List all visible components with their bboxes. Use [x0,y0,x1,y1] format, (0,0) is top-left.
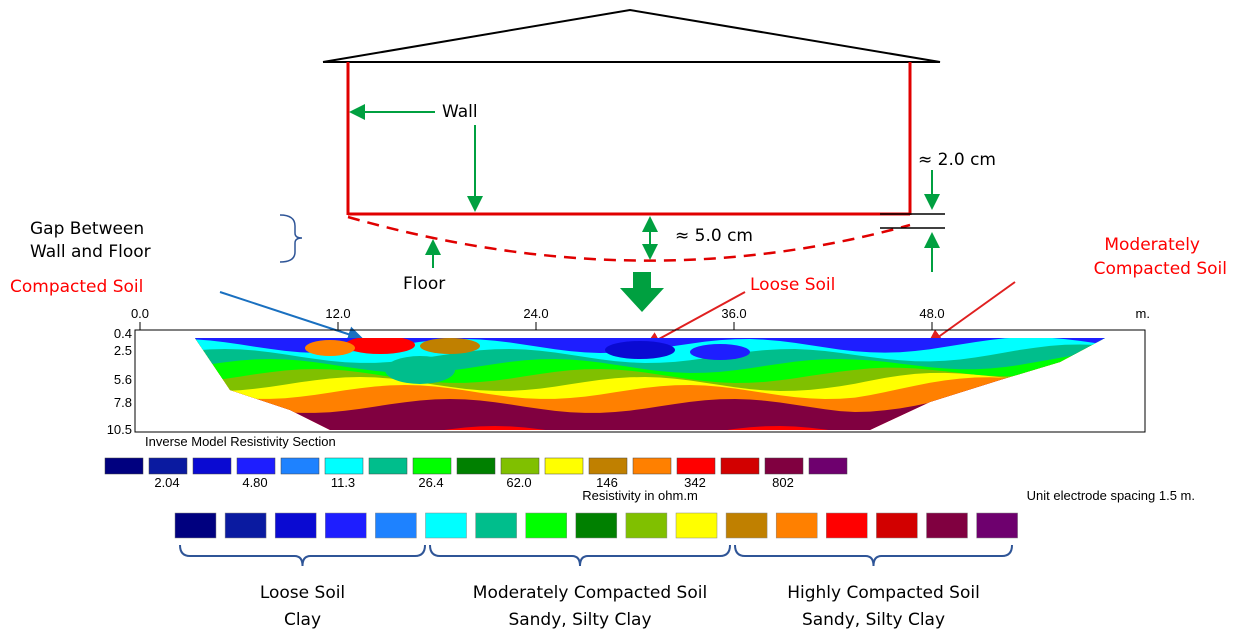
color-swatch [501,458,539,474]
scale-label: 4.80 [242,475,267,490]
group-label: Loose Soil [260,583,345,603]
legend-swatch [175,513,216,538]
scale-label: 62.0 [506,475,531,490]
blob [605,341,675,359]
scale-label: 802 [772,475,794,490]
group-label: Sandy, Silty Clay [508,610,651,630]
y-tick-label: 0.4 [114,326,132,341]
x-unit: m. [1136,306,1150,321]
brace [430,545,730,566]
legend-swatch [375,513,416,538]
x-tick-label: 0.0 [131,306,149,321]
blob [345,336,415,354]
legend-swatch [676,513,717,538]
label: Wall and Floor [30,242,151,262]
x-tick-label: 48.0 [919,306,944,321]
scale-label: 2.04 [154,475,179,490]
group-label: Clay [284,610,321,630]
legend-swatch [476,513,517,538]
legend-swatch [426,513,467,538]
legend-swatch [626,513,667,538]
legend-swatch [275,513,316,538]
x-tick-label: 24.0 [523,306,548,321]
color-swatch [545,458,583,474]
scale-label: 26.4 [418,475,443,490]
brace [280,215,302,262]
legend-swatch [927,513,968,538]
group-label: Moderately Compacted Soil [473,583,707,603]
brace [735,545,1012,566]
label: Gap Between [30,219,144,239]
label: Floor [403,274,445,294]
legend-swatch [726,513,767,538]
color-swatch [193,458,231,474]
label: Loose Soil [750,275,835,295]
big-arrow [620,272,664,312]
color-swatch [105,458,143,474]
color-swatch [589,458,627,474]
legend-swatch [576,513,617,538]
color-swatch [677,458,715,474]
label: ≈ 5.0 cm [675,226,753,246]
group-label: Sandy, Silty Clay [802,610,945,630]
y-tick-label: 5.6 [114,372,132,387]
color-swatch [721,458,759,474]
label: Wall [442,102,478,122]
legend-swatch [225,513,266,538]
scale-label: 11.3 [331,475,355,490]
color-swatch [149,458,187,474]
color-swatch [281,458,319,474]
diagram: Wall Floor Gap Between Wall and Floor ≈ … [0,0,1234,635]
blob [420,338,480,354]
legend-swatch [526,513,567,538]
label: Compacted Soil [10,277,143,297]
legend-swatch [325,513,366,538]
brace [180,545,425,566]
y-tick-label: 7.8 [114,395,132,410]
legend-swatch [776,513,817,538]
spacing-note: Unit electrode spacing 1.5 m. [1027,488,1195,503]
group-label: Highly Compacted Soil [787,583,980,603]
y-tick-label: 2.5 [114,343,132,358]
color-swatch [809,458,847,474]
x-tick-label: 36.0 [721,306,746,321]
color-swatch [369,458,407,474]
legend-swatch [876,513,917,538]
scale-title: Resistivity in ohm.m [582,488,698,503]
roof [323,10,940,62]
color-swatch [325,458,363,474]
blob [305,340,355,356]
color-swatch [765,458,803,474]
section-title: Inverse Model Resistivity Section [145,434,336,449]
color-swatch [413,458,451,474]
label: Moderately [1104,235,1200,255]
color-swatch [237,458,275,474]
y-tick-label: 10.5 [107,422,132,437]
blob [690,344,750,360]
legend-swatch [977,513,1018,538]
legend-swatch [826,513,867,538]
color-swatch [457,458,495,474]
label: ≈ 2.0 cm [918,150,996,170]
blob [385,356,455,384]
color-swatch [633,458,671,474]
x-tick-label: 12.0 [325,306,350,321]
label: Compacted Soil [1094,259,1227,279]
